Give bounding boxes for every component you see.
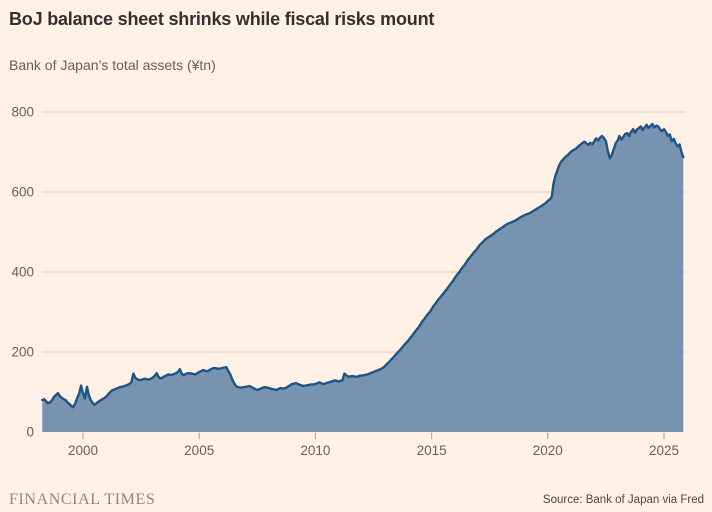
x-axis-label-2020: 2020 <box>533 443 563 458</box>
y-axis-label-200: 200 <box>11 345 34 360</box>
y-axis-label-800: 800 <box>11 105 34 120</box>
x-axis-label-2010: 2010 <box>300 443 330 458</box>
x-axis-label-2000: 2000 <box>68 443 98 458</box>
y-axis-label-600: 600 <box>11 185 34 200</box>
area-fill <box>42 124 684 432</box>
x-axis-label-2015: 2015 <box>417 443 447 458</box>
chart-title: BoJ balance sheet shrinks while fiscal r… <box>9 9 435 29</box>
y-axis-label-400: 400 <box>11 265 34 280</box>
y-axis-label-0: 0 <box>26 425 34 440</box>
source-note: Source: Bank of Japan via Fred <box>542 494 704 506</box>
financial-times-logo: FINANCIAL TIMES <box>9 491 156 508</box>
chart-subtitle: Bank of Japan’s total assets (¥tn) <box>9 57 216 73</box>
series-line <box>41 122 685 409</box>
x-axis-label-2005: 2005 <box>184 443 214 458</box>
x-axis-label-2025: 2025 <box>649 443 679 458</box>
